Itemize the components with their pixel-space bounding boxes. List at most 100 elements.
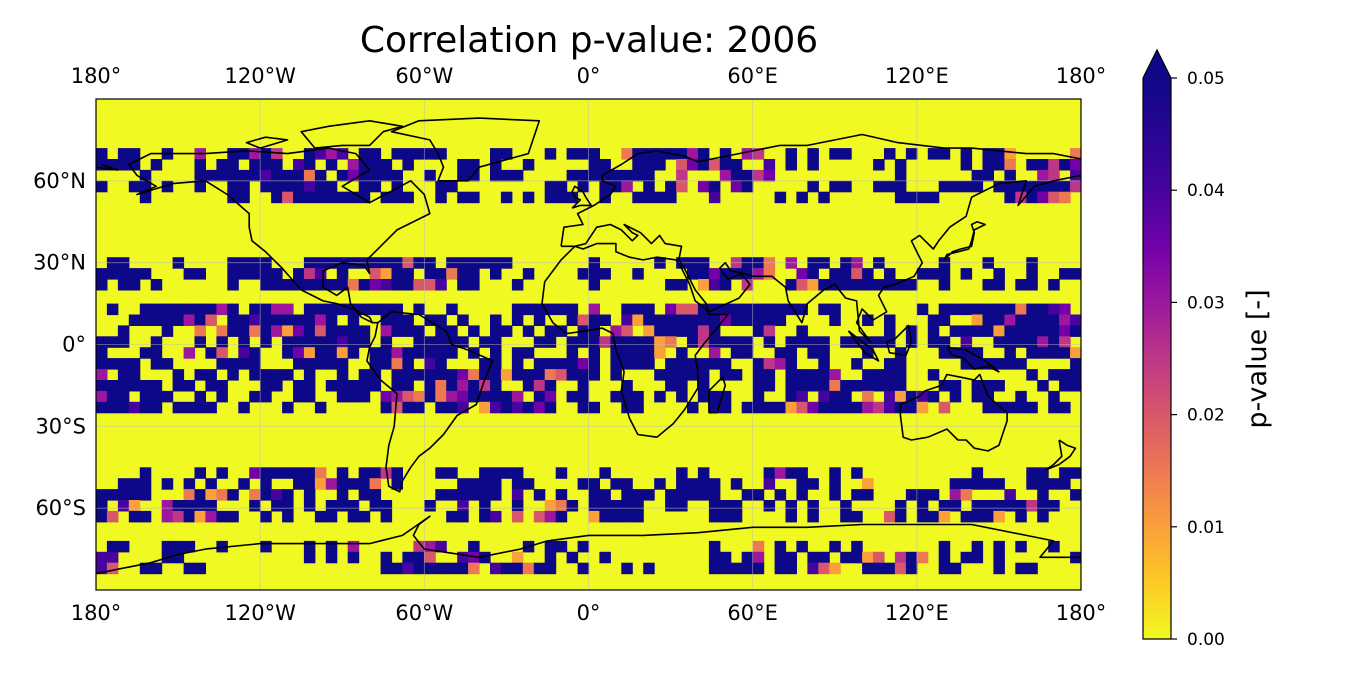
pvalue-cell <box>1037 314 1049 326</box>
pvalue-cell <box>227 489 239 501</box>
pvalue-cell <box>511 467 524 479</box>
pvalue-cell <box>303 191 316 204</box>
pvalue-cell <box>719 303 732 316</box>
pvalue-cell <box>555 500 568 512</box>
pvalue-cell <box>380 279 393 291</box>
pvalue-cell <box>117 369 130 381</box>
pvalue-cell <box>490 336 502 348</box>
pvalue-cell <box>325 358 338 370</box>
pvalue-cell <box>632 358 644 370</box>
pvalue-cell <box>435 562 447 575</box>
pvalue-cell <box>741 336 754 348</box>
pvalue-cell <box>687 159 699 171</box>
pvalue-cell <box>216 390 228 403</box>
pvalue-cell <box>183 401 196 414</box>
y-tick-label: 30°N <box>33 251 86 275</box>
pvalue-cell <box>1026 500 1038 512</box>
pvalue-cell <box>862 562 874 575</box>
pvalue-cell <box>446 467 458 479</box>
pvalue-cell <box>1015 401 1027 414</box>
pvalue-cell <box>949 562 962 575</box>
pvalue-cell <box>949 478 962 490</box>
pvalue-cell <box>730 336 743 348</box>
pvalue-cell <box>708 347 721 359</box>
pvalue-cell <box>336 336 349 348</box>
pvalue-cell <box>719 500 732 512</box>
pvalue-cell <box>325 159 338 171</box>
pvalue-cell <box>511 279 524 291</box>
pvalue-cell <box>194 369 206 381</box>
pvalue-cell <box>303 390 316 403</box>
pvalue-cell <box>490 358 502 370</box>
pvalue-cell <box>654 148 666 160</box>
pvalue-cell <box>336 268 349 280</box>
pvalue-cell <box>314 279 327 291</box>
pvalue-cell <box>894 358 907 370</box>
pvalue-cell <box>468 268 480 280</box>
pvalue-cell <box>238 268 250 280</box>
pvalue-cell <box>708 401 721 414</box>
coastline <box>899 373 1008 452</box>
pvalue-cell <box>697 148 710 160</box>
pvalue-cell <box>194 180 206 193</box>
pvalue-cell <box>511 401 524 414</box>
pvalue-cell <box>238 148 250 160</box>
pvalue-cell <box>533 336 546 348</box>
pvalue-cell <box>402 562 414 575</box>
pvalue-cell <box>106 390 119 403</box>
pvalue-cell <box>708 159 721 171</box>
pvalue-cell <box>697 369 710 381</box>
pvalue-cell <box>993 325 1005 337</box>
pvalue-cell <box>161 478 174 490</box>
pvalue-cell <box>588 169 600 182</box>
pvalue-cell <box>993 303 1005 316</box>
pvalue-cell <box>643 562 655 575</box>
pvalue-cell <box>468 562 480 575</box>
pvalue-cell <box>1004 347 1016 359</box>
pvalue-cell <box>161 180 174 193</box>
pvalue-cell <box>818 191 830 204</box>
pvalue-cell <box>566 336 579 348</box>
pvalue-cell <box>796 336 808 348</box>
pvalue-cell <box>676 390 688 403</box>
pvalue-cell <box>544 500 557 512</box>
coastline <box>943 221 986 261</box>
pvalue-cell <box>106 358 119 370</box>
pvalue-cell <box>424 169 436 182</box>
pvalue-cell <box>960 551 973 564</box>
pvalue-cell <box>303 314 316 326</box>
pvalue-cell <box>632 314 644 326</box>
pvalue-cell <box>1015 540 1027 553</box>
pvalue-cell <box>194 169 206 182</box>
pvalue-cell <box>271 180 283 193</box>
pvalue-cell <box>293 169 305 182</box>
pvalue-cell <box>687 478 699 490</box>
pvalue-cell <box>851 489 863 501</box>
pvalue-cell <box>1048 314 1060 326</box>
pvalue-cell <box>380 303 393 316</box>
pvalue-cell <box>544 191 557 204</box>
pvalue-cell <box>205 380 217 392</box>
pvalue-cell <box>271 467 283 479</box>
pvalue-cell <box>249 489 261 501</box>
pvalue-cell <box>884 562 896 575</box>
pvalue-cell <box>840 268 852 280</box>
pvalue-cell <box>172 314 185 326</box>
pvalue-cell <box>194 303 206 316</box>
coastlines <box>96 117 1081 575</box>
pvalue-cell <box>161 314 174 326</box>
pvalue-cell <box>884 358 896 370</box>
pvalue-cell <box>862 380 874 392</box>
pvalue-cell <box>1037 347 1049 359</box>
pvalue-cell <box>238 358 250 370</box>
pvalue-cell <box>347 551 360 564</box>
pvalue-cell <box>654 325 666 337</box>
pvalue-cell <box>544 540 557 553</box>
coastline <box>1044 439 1077 471</box>
coastline <box>560 133 1081 247</box>
pvalue-cell <box>314 268 327 280</box>
pvalue-cell <box>227 191 239 204</box>
pvalue-cell <box>884 148 896 160</box>
pvalue-cell <box>380 169 393 182</box>
pvalue-cell <box>183 489 196 501</box>
